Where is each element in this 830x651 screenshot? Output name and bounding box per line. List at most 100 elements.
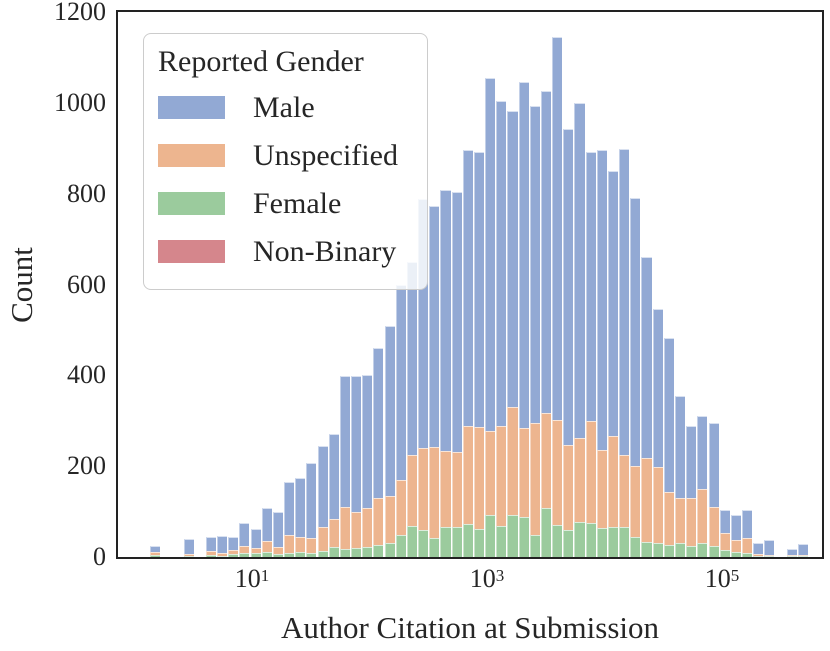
segment-male bbox=[362, 374, 373, 509]
y-tick-label: 800 bbox=[67, 178, 106, 208]
segment-unspecified bbox=[150, 552, 161, 556]
segment-unspecified bbox=[306, 538, 317, 554]
segment-male bbox=[339, 375, 350, 507]
legend: Reported Gender Male Unspecified Female Non… bbox=[143, 33, 428, 290]
segment-unspecified bbox=[585, 421, 596, 524]
segment-female bbox=[764, 556, 775, 557]
segment-unspecified bbox=[730, 539, 741, 552]
histogram-bar bbox=[641, 257, 652, 557]
segment-male bbox=[574, 103, 585, 439]
segment-female bbox=[284, 552, 295, 557]
histogram-bar bbox=[797, 543, 808, 557]
segment-female bbox=[261, 552, 272, 557]
legend-label: Female bbox=[253, 186, 342, 220]
segment-unspecified bbox=[183, 553, 194, 556]
segment-female bbox=[150, 555, 161, 557]
legend-label: Male bbox=[253, 90, 315, 124]
segment-male bbox=[440, 190, 451, 451]
segment-female bbox=[596, 528, 607, 557]
segment-male bbox=[317, 445, 328, 527]
segment-unspecified bbox=[362, 508, 373, 547]
histogram-bar bbox=[339, 375, 350, 557]
segment-unspecified bbox=[630, 466, 641, 537]
segment-female bbox=[518, 517, 529, 557]
segment-female bbox=[540, 508, 552, 557]
segment-female bbox=[574, 522, 585, 557]
legend-item-female: Female bbox=[158, 180, 427, 228]
segment-male bbox=[272, 511, 283, 547]
segment-unspecified bbox=[418, 448, 429, 530]
segment-female bbox=[742, 553, 753, 557]
segment-female bbox=[630, 536, 641, 557]
segment-male bbox=[384, 326, 395, 497]
x-tick-label: 103 bbox=[469, 564, 505, 593]
histogram-bar bbox=[306, 463, 317, 557]
segment-female bbox=[708, 546, 719, 557]
segment-unspecified bbox=[663, 491, 674, 545]
histogram-bar bbox=[217, 535, 228, 557]
legend-items: Male Unspecified Female Non-Binary bbox=[158, 84, 427, 276]
segment-male bbox=[619, 148, 630, 455]
histogram-bar bbox=[272, 511, 283, 557]
histogram-bar bbox=[596, 149, 607, 557]
segment-female bbox=[384, 542, 395, 557]
segment-male bbox=[641, 257, 652, 458]
segment-unspecified bbox=[574, 438, 585, 523]
segment-unspecified bbox=[429, 446, 440, 539]
segment-male bbox=[205, 536, 216, 552]
legend-item-nonbinary: Non-Binary bbox=[158, 228, 427, 276]
histogram-bar bbox=[406, 261, 417, 557]
histogram-bar bbox=[730, 514, 741, 557]
histogram-bar bbox=[518, 82, 529, 557]
segment-female bbox=[317, 550, 328, 557]
legend-item-male: Male bbox=[158, 84, 427, 132]
segment-unspecified bbox=[317, 526, 328, 551]
segment-male bbox=[183, 538, 194, 554]
histogram-bar bbox=[540, 91, 552, 557]
segment-unspecified bbox=[753, 554, 764, 556]
segment-male bbox=[742, 509, 753, 539]
segment-unspecified bbox=[619, 454, 630, 528]
segment-female bbox=[619, 527, 630, 557]
segment-female bbox=[641, 541, 652, 557]
segment-male bbox=[652, 309, 663, 467]
segment-male bbox=[663, 338, 674, 492]
segment-female bbox=[485, 514, 496, 557]
histogram-bar bbox=[496, 101, 507, 557]
segment-male bbox=[786, 549, 797, 555]
segment-female bbox=[686, 546, 697, 557]
segment-unspecified bbox=[596, 449, 607, 529]
segment-male bbox=[764, 539, 775, 555]
histogram-bar bbox=[395, 284, 406, 557]
segment-male bbox=[719, 509, 730, 534]
histogram-bar bbox=[284, 481, 295, 557]
histogram-bar bbox=[742, 509, 753, 557]
histogram-bar bbox=[719, 509, 730, 557]
segment-female bbox=[507, 514, 518, 557]
segment-male bbox=[295, 477, 306, 537]
histogram-bar bbox=[317, 445, 328, 557]
segment-male bbox=[674, 396, 686, 499]
segment-female bbox=[462, 523, 473, 557]
y-tick-label: 0 bbox=[93, 542, 106, 571]
segment-male bbox=[373, 348, 384, 499]
histogram-bar bbox=[228, 536, 239, 557]
histogram-bar bbox=[753, 542, 764, 557]
segment-male bbox=[150, 546, 161, 553]
segment-male bbox=[686, 426, 697, 499]
segment-male bbox=[261, 507, 272, 542]
segment-female bbox=[418, 529, 429, 557]
segment-unspecified bbox=[496, 426, 507, 527]
segment-male bbox=[607, 170, 619, 436]
segment-male bbox=[451, 191, 462, 452]
segment-female bbox=[217, 555, 228, 557]
legend-swatch-female bbox=[158, 192, 225, 215]
segment-female bbox=[406, 526, 417, 557]
segment-unspecified bbox=[462, 425, 473, 524]
segment-unspecified bbox=[295, 536, 306, 553]
legend-item-unspecified: Unspecified bbox=[158, 132, 427, 180]
histogram-bar bbox=[261, 507, 272, 557]
segment-female bbox=[328, 546, 339, 557]
segment-unspecified bbox=[261, 541, 272, 553]
segment-male bbox=[306, 463, 317, 539]
